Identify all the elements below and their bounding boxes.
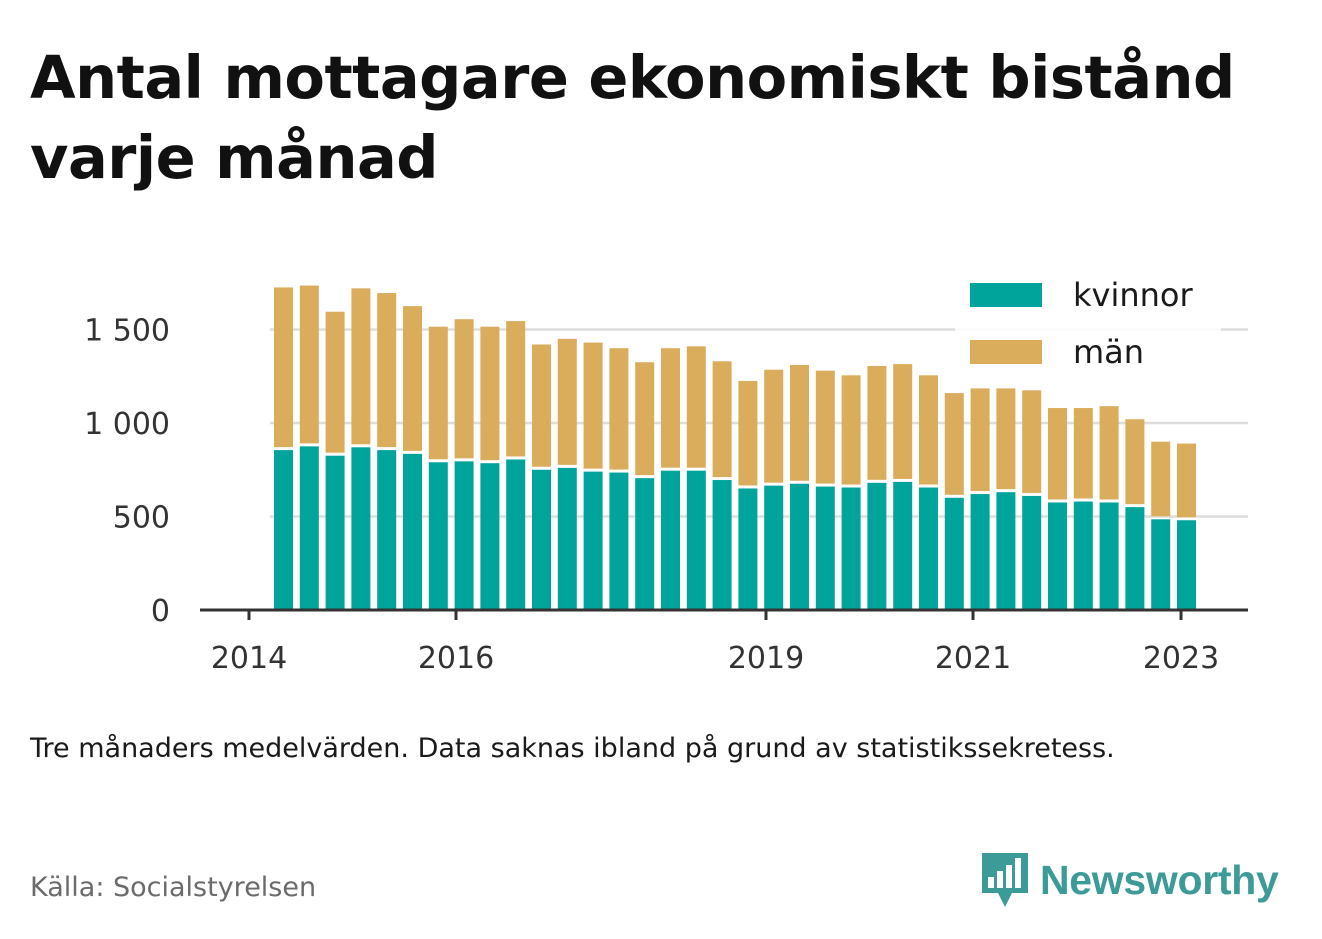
bar-kvinnor	[1099, 502, 1119, 610]
bar-man	[1177, 443, 1196, 518]
bar-kvinnor	[790, 483, 809, 610]
bar-kvinnor	[583, 471, 603, 610]
bar-man	[893, 364, 913, 479]
bar-kvinnor	[532, 469, 551, 610]
bar-man	[480, 326, 500, 461]
bar-kvinnor	[841, 487, 861, 610]
x-tick-label: 2019	[728, 641, 804, 676]
bar-man	[1099, 406, 1119, 500]
bar-man	[635, 362, 655, 476]
bar-kvinnor	[403, 453, 422, 610]
bar-man	[428, 326, 448, 460]
bar-kvinnor	[712, 480, 732, 610]
bar-man	[583, 342, 603, 469]
bar-kvinnor	[377, 450, 397, 610]
source-text: Källa: Socialstyrelsen	[30, 872, 317, 903]
bar-man	[274, 287, 293, 448]
bar-kvinnor	[867, 482, 887, 610]
bar-kvinnor	[944, 497, 964, 610]
chart-title: Antal mottagare ekonomiskt bistånd varje…	[30, 43, 1235, 192]
chart-note: Tre månaders medelvärden. Data saknas ib…	[30, 733, 1115, 764]
bar-man	[738, 380, 758, 486]
bar-man	[609, 348, 629, 470]
bar-man	[867, 365, 887, 480]
brand-logo: Newsworthy	[980, 848, 1279, 912]
bar-kvinnor	[557, 467, 577, 610]
bar-kvinnor	[996, 492, 1016, 610]
bar-man	[1151, 441, 1171, 517]
bar-kvinnor	[506, 459, 526, 610]
bar-man	[944, 393, 964, 495]
bar-kvinnor	[1125, 507, 1145, 610]
bar-man	[454, 319, 474, 459]
bar-man	[686, 346, 706, 468]
x-tick-label: 2023	[1143, 641, 1219, 676]
bar-man	[790, 365, 809, 481]
y-tick-label: 1 500	[84, 314, 170, 349]
bar-kvinnor	[635, 478, 655, 610]
bar-kvinnor	[1177, 520, 1196, 610]
y-tick-label: 500	[113, 501, 170, 536]
legend: kvinnor män	[955, 262, 1221, 377]
bar-man	[557, 338, 577, 465]
x-tick-label: 2016	[418, 641, 494, 676]
legend-swatch	[970, 340, 1042, 364]
x-tick-label: 2014	[211, 641, 287, 676]
brand-name: Newsworthy	[1040, 856, 1279, 903]
bar-man	[661, 348, 680, 468]
bar-man	[764, 369, 784, 483]
bar-kvinnor	[480, 463, 500, 610]
bar-man	[532, 344, 551, 467]
legend-label: kvinnor	[1073, 276, 1194, 314]
bar-kvinnor	[815, 486, 835, 610]
bar-kvinnor	[428, 462, 448, 610]
y-tick-label: 1 000	[84, 407, 170, 442]
bar-kvinnor	[970, 494, 990, 610]
bar-man	[325, 311, 345, 453]
bar-man	[841, 375, 861, 485]
newsworthy-logo-icon	[982, 853, 1028, 907]
bar-kvinnor	[609, 472, 629, 610]
bar-kvinnor	[738, 488, 758, 610]
y-tick-label: 0	[151, 594, 170, 629]
legend-swatch	[970, 283, 1042, 307]
bar-kvinnor	[351, 447, 371, 610]
bar-man	[506, 321, 526, 457]
bar-kvinnor	[893, 481, 913, 610]
y-axis: 0 500 1 000 1 500	[84, 314, 170, 630]
bar-man	[970, 388, 990, 492]
bar-kvinnor	[1048, 502, 1067, 610]
legend-label: män	[1073, 333, 1144, 371]
bars	[274, 285, 1196, 610]
bar-man	[919, 375, 938, 485]
bar-man	[996, 388, 1016, 490]
bar-kvinnor	[1022, 495, 1042, 610]
bar-man	[1073, 408, 1093, 499]
bar-man	[1048, 408, 1067, 500]
x-axis: 2014 2016 2019 2021 2023	[200, 608, 1248, 676]
bar-man	[299, 285, 319, 444]
bar-man	[712, 361, 732, 478]
bar-kvinnor	[1073, 501, 1093, 610]
bar-kvinnor	[325, 455, 345, 610]
bar-kvinnor	[1151, 519, 1171, 610]
bar-man	[1022, 390, 1042, 493]
bar-kvinnor	[764, 485, 784, 610]
bar-kvinnor	[454, 461, 474, 610]
bar-kvinnor	[661, 470, 680, 610]
bar-man	[351, 288, 371, 445]
bar-kvinnor	[299, 446, 319, 610]
bar-kvinnor	[686, 470, 706, 610]
bar-kvinnor	[919, 487, 938, 610]
bar-man	[815, 370, 835, 484]
bar-kvinnor	[274, 450, 293, 610]
bar-man	[377, 293, 397, 448]
stacked-bar-chart: 2014 2016 2019 2021 2023 0 500 1 000 1 500 kvin…	[84, 262, 1248, 676]
bar-man	[403, 306, 422, 451]
bar-man	[1125, 419, 1145, 505]
x-tick-label: 2021	[935, 641, 1011, 676]
